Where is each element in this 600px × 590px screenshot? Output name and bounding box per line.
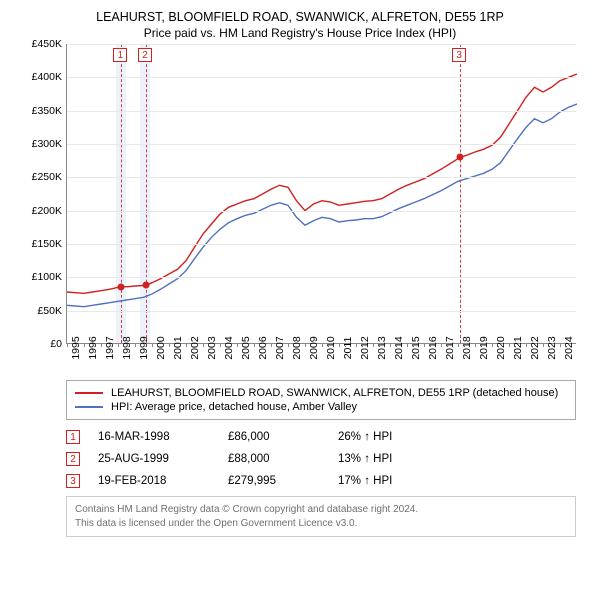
x-axis-label: 1995 bbox=[70, 336, 82, 359]
y-axis-label: £0 bbox=[18, 338, 62, 350]
sale-price: £86,000 bbox=[228, 431, 338, 443]
y-axis-label: £450K bbox=[18, 38, 62, 50]
legend-label: HPI: Average price, detached house, Ambe… bbox=[111, 401, 357, 413]
sale-price: £279,995 bbox=[228, 475, 338, 487]
x-axis-label: 2001 bbox=[172, 336, 184, 359]
x-axis-label: 2012 bbox=[359, 336, 371, 359]
legend: LEAHURST, BLOOMFIELD ROAD, SWANWICK, ALF… bbox=[66, 380, 576, 420]
event-marker: 3 bbox=[452, 48, 466, 62]
x-axis-label: 1996 bbox=[87, 336, 99, 359]
plot-area bbox=[66, 44, 576, 344]
footer-line1: Contains HM Land Registry data © Crown c… bbox=[75, 503, 567, 517]
sale-row: 1 16-MAR-1998£86,00026% ↑ HPI bbox=[66, 430, 576, 444]
legend-label: LEAHURST, BLOOMFIELD ROAD, SWANWICK, ALF… bbox=[111, 387, 558, 399]
y-axis-label: £200K bbox=[18, 205, 62, 217]
series-subject bbox=[67, 74, 577, 293]
x-axis-label: 2021 bbox=[512, 336, 524, 359]
x-axis-label: 2006 bbox=[257, 336, 269, 359]
sale-row: 2 25-AUG-1999£88,00013% ↑ HPI bbox=[66, 452, 576, 466]
sales-table: 1 16-MAR-1998£86,00026% ↑ HPI 2 25-AUG-1999… bbox=[66, 430, 576, 488]
sale-delta: 13% ↑ HPI bbox=[338, 453, 468, 465]
x-axis-label: 2014 bbox=[393, 336, 405, 359]
x-axis-label: 2011 bbox=[342, 337, 354, 360]
legend-item: HPI: Average price, detached house, Ambe… bbox=[75, 400, 567, 414]
y-axis-label: £150K bbox=[18, 238, 62, 250]
x-axis-label: 2005 bbox=[240, 336, 252, 359]
y-axis-label: £350K bbox=[18, 105, 62, 117]
sale-row: 3 19-FEB-2018£279,99517% ↑ HPI bbox=[66, 474, 576, 488]
sale-point bbox=[118, 283, 125, 290]
x-axis-label: 2009 bbox=[308, 336, 320, 359]
series-hpi bbox=[67, 104, 577, 307]
y-axis-label: £50K bbox=[18, 305, 62, 317]
x-axis-label: 1999 bbox=[138, 336, 150, 359]
x-axis-label: 2019 bbox=[478, 336, 490, 359]
sale-delta: 17% ↑ HPI bbox=[338, 475, 468, 487]
sale-point bbox=[143, 282, 150, 289]
x-axis-label: 2003 bbox=[206, 336, 218, 359]
legend-swatch bbox=[75, 406, 103, 408]
x-axis-label: 1998 bbox=[121, 336, 133, 359]
x-axis-label: 2008 bbox=[291, 336, 303, 359]
sale-marker: 2 bbox=[66, 452, 80, 466]
sale-point bbox=[457, 154, 464, 161]
x-axis-label: 2002 bbox=[189, 336, 201, 359]
x-axis-label: 2018 bbox=[461, 336, 473, 359]
title-line2: Price paid vs. HM Land Registry's House … bbox=[18, 26, 582, 40]
x-axis-label: 2015 bbox=[410, 336, 422, 359]
sale-date: 19-FEB-2018 bbox=[98, 475, 228, 487]
x-axis-label: 2000 bbox=[155, 336, 167, 359]
legend-item: LEAHURST, BLOOMFIELD ROAD, SWANWICK, ALF… bbox=[75, 386, 567, 400]
x-axis-label: 2004 bbox=[223, 336, 235, 359]
x-axis-label: 2022 bbox=[529, 336, 541, 359]
x-axis-label: 2017 bbox=[444, 336, 456, 359]
x-axis-label: 2024 bbox=[563, 336, 575, 359]
chart-titles: LEAHURST, BLOOMFIELD ROAD, SWANWICK, ALF… bbox=[18, 10, 582, 40]
y-axis-label: £250K bbox=[18, 171, 62, 183]
event-marker: 2 bbox=[138, 48, 152, 62]
x-axis-label: 2016 bbox=[427, 336, 439, 359]
x-axis-label: 2023 bbox=[546, 336, 558, 359]
x-axis-label: 2013 bbox=[376, 336, 388, 359]
footer-line2: This data is licensed under the Open Gov… bbox=[75, 517, 567, 531]
y-axis-label: £400K bbox=[18, 71, 62, 83]
sale-marker: 3 bbox=[66, 474, 80, 488]
chart: £0 £50K £100K £150K £200K £250K £300K £350K £400… bbox=[18, 44, 578, 374]
x-axis-label: 2020 bbox=[495, 336, 507, 359]
x-axis-label: 2010 bbox=[325, 336, 337, 359]
event-marker: 1 bbox=[113, 48, 127, 62]
x-axis-label: 2007 bbox=[274, 336, 286, 359]
x-axis-label: 1997 bbox=[104, 336, 116, 359]
sale-delta: 26% ↑ HPI bbox=[338, 431, 468, 443]
sale-date: 16-MAR-1998 bbox=[98, 431, 228, 443]
y-axis-label: £300K bbox=[18, 138, 62, 150]
sale-price: £88,000 bbox=[228, 453, 338, 465]
attribution-footer: Contains HM Land Registry data © Crown c… bbox=[66, 496, 576, 537]
title-line1: LEAHURST, BLOOMFIELD ROAD, SWANWICK, ALF… bbox=[18, 10, 582, 24]
y-axis-label: £100K bbox=[18, 271, 62, 283]
sale-date: 25-AUG-1999 bbox=[98, 453, 228, 465]
legend-swatch bbox=[75, 392, 103, 394]
sale-marker: 1 bbox=[66, 430, 80, 444]
